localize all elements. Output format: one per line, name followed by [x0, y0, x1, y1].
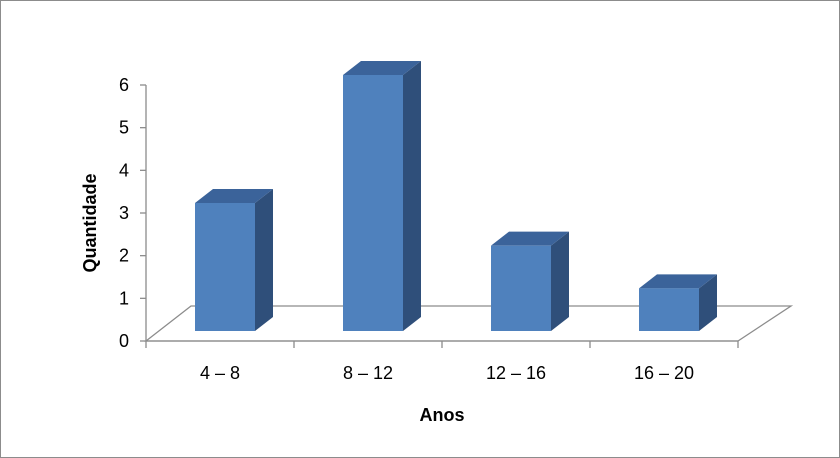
bars — [195, 61, 717, 331]
x-axis-title: Anos — [420, 405, 465, 425]
axes — [140, 84, 794, 348]
bar-front — [195, 203, 255, 331]
bar-side — [255, 189, 273, 331]
bar-side — [699, 274, 717, 331]
x-tick-label: 16 – 20 — [634, 363, 694, 383]
y-axis-title: Quantidade — [80, 173, 100, 272]
y-tick-label: 3 — [119, 203, 129, 223]
bar — [343, 61, 421, 331]
bar-top — [343, 61, 421, 75]
bar — [195, 189, 273, 331]
bar-side — [403, 61, 421, 331]
bar-top — [491, 231, 569, 246]
y-tick-label: 0 — [119, 331, 129, 351]
bar — [491, 231, 569, 331]
labels: 0 1 2 3 4 5 6 4 – 8 8 – 12 12 – 16 16 – 20 — [119, 75, 694, 383]
bar-side — [551, 231, 569, 331]
y-tick-label: 2 — [119, 246, 129, 266]
bar — [639, 274, 717, 331]
bar-front — [639, 288, 699, 331]
x-tick-label: 12 – 16 — [486, 363, 546, 383]
bar-top — [195, 189, 273, 203]
y-tick-label: 4 — [119, 160, 129, 180]
bar-front — [343, 75, 403, 331]
y-tick-label: 5 — [119, 118, 129, 138]
y-tick-label: 1 — [119, 288, 129, 308]
x-tick-label: 4 – 8 — [200, 363, 240, 383]
x-tick-label: 8 – 12 — [343, 363, 393, 383]
bar-top — [639, 274, 717, 289]
bar-front — [491, 245, 551, 331]
y-tick-label: 6 — [119, 75, 129, 95]
